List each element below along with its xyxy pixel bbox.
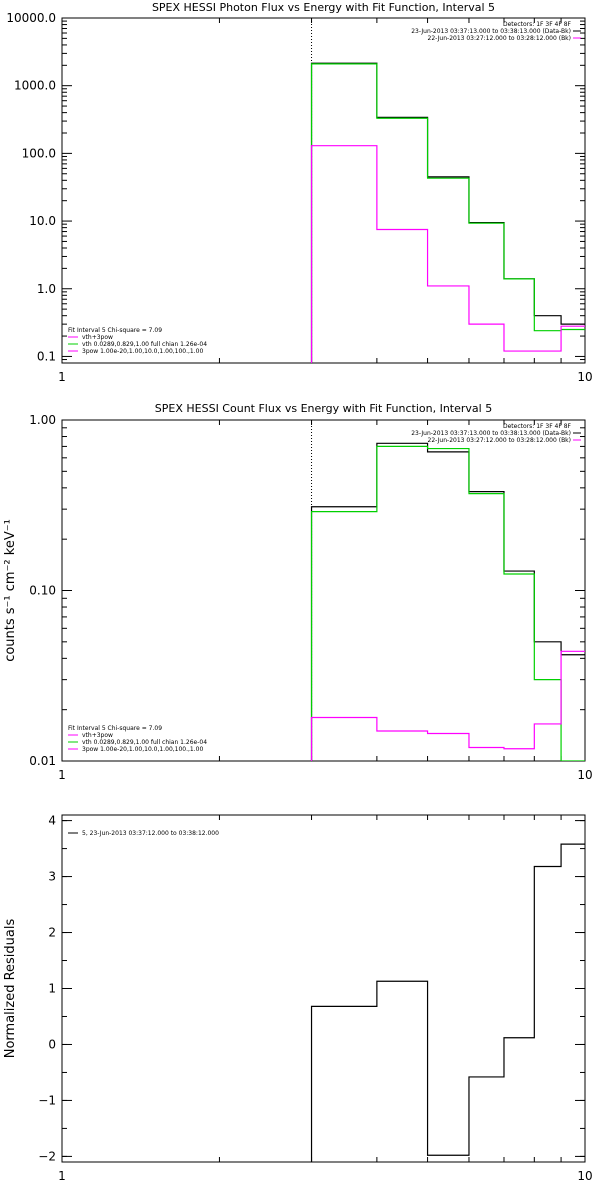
legend-entry: vth 0.0289,0.829,1.00 full chian 1.26e-0… <box>82 341 207 348</box>
chart-panel-1: SPEX HESSI Photon Flux vs Energy with Fi… <box>6 1 592 384</box>
chart-title: SPEX HESSI Photon Flux vs Energy with Fi… <box>152 1 495 14</box>
header-line: Detectors: 1F 3F 4F 8F <box>503 423 572 430</box>
y-tick-label: 3 <box>48 870 56 884</box>
legend-entry: vth 0.0289,0.829,1.00 full chian 1.26e-0… <box>82 739 207 746</box>
legend-entry: Fit Interval 5 Chi-square = 7.09 <box>68 725 162 732</box>
legend-entry: Fit Interval 5 Chi-square = 7.09 <box>68 327 162 334</box>
legend-entry: 3pow 1.00e-20,1.00,10.0,1.00,100.,1.00 <box>82 348 203 355</box>
chart-title: SPEX HESSI Count Flux vs Energy with Fit… <box>155 402 492 415</box>
header-line: 23-Jun-2013 03:37:13.000 to 03:38:13.000… <box>411 28 571 35</box>
y-tick-label: 1000.0 <box>14 79 56 93</box>
x-tick-label: 1 <box>58 768 66 782</box>
legend-entry: 5, 23-Jun-2013 03:37:12.000 to 03:38:12.… <box>82 830 219 837</box>
y-axis-label: counts s⁻¹ cm⁻² keV⁻¹ <box>3 519 18 662</box>
y-tick-label: 1.00 <box>29 413 56 427</box>
series-line-2 <box>310 63 585 363</box>
x-tick-label: 10 <box>577 370 592 384</box>
series-line-1 <box>310 843 585 1162</box>
legend-entry: vth+3pow <box>82 732 113 739</box>
series-line-3 <box>310 650 585 761</box>
x-tick-label: 1 <box>58 370 66 384</box>
y-tick-label: 0.1 <box>37 349 56 363</box>
series-line-3 <box>310 145 585 363</box>
y-axis-label: Normalized Residuals <box>3 919 18 1059</box>
header-line: 22-Jun-2013 03:27:12.000 to 03:28:12.000… <box>428 437 571 444</box>
series-line-1 <box>310 62 585 363</box>
y-tick-label: −1 <box>38 1093 56 1107</box>
x-tick-label: 10 <box>577 1169 592 1183</box>
plot-frame <box>61 419 586 762</box>
y-tick-label: 10.0 <box>29 214 56 228</box>
chart-panel-3: 1 10 −2 −1 0 1 2 3 4 Normalized Residuals 5, 23-Ju… <box>3 814 593 1183</box>
series-line-1 <box>310 442 585 761</box>
y-tick-label: 10000.0 <box>6 11 56 25</box>
header-line: Detectors: 1F 3F 4F 8F <box>503 21 572 28</box>
y-tick-label: 1.0 <box>37 282 56 296</box>
header-line: 23-Jun-2013 03:37:13.000 to 03:38:13.000… <box>411 430 571 437</box>
y-tick-label: 1 <box>48 982 56 996</box>
header-line: 22-Jun-2013 03:27:12.000 to 03:28:12.000… <box>428 35 571 42</box>
y-tick-label: 0 <box>48 1037 56 1051</box>
plot-frame <box>61 17 586 364</box>
y-tick-label: 2 <box>48 926 56 940</box>
x-tick-label: 1 <box>58 1169 66 1183</box>
legend-entry: 3pow 1.00e-20,1.00,10.0,1.00,100.,1.00 <box>82 746 203 753</box>
y-tick-label: 100.0 <box>22 146 56 160</box>
legend-entry: vth+3pow <box>82 334 113 341</box>
chart-panel-2: SPEX HESSI Count Flux vs Energy with Fit… <box>3 402 593 782</box>
y-tick-label: 0.10 <box>29 584 56 598</box>
plot-frame <box>61 814 586 1163</box>
x-tick-label: 10 <box>577 768 592 782</box>
series-line-2 <box>310 445 585 761</box>
y-tick-label: −2 <box>38 1149 56 1163</box>
y-tick-label: 4 <box>48 814 56 828</box>
y-tick-label: 0.01 <box>29 754 56 768</box>
